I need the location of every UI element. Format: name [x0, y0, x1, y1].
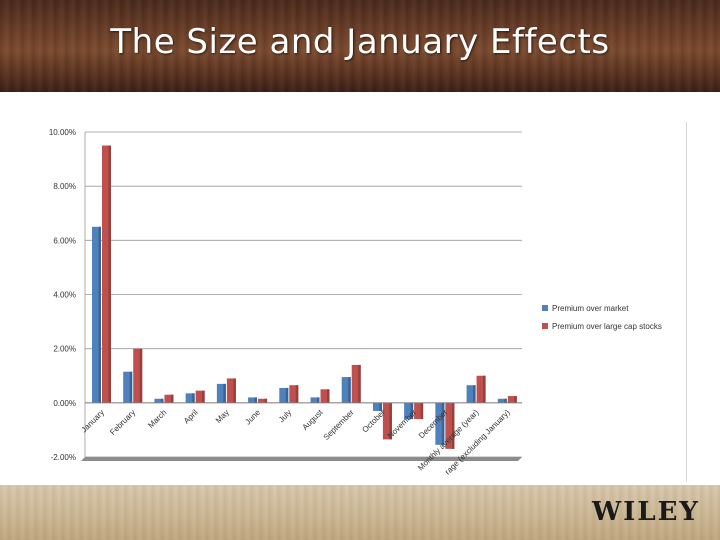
bar-shade	[514, 396, 517, 403]
bar-premium-large-cap	[382, 402, 392, 440]
bar-shade	[108, 145, 111, 403]
bar-shade	[223, 383, 226, 403]
bar-premium-market	[92, 226, 101, 403]
bar-premium-large-cap	[445, 402, 455, 449]
bar-premium-large-cap	[476, 375, 486, 403]
x-tick-label: July	[277, 408, 293, 424]
bar-premium-large-cap	[320, 389, 330, 403]
y-tick-label: 4.00%	[53, 291, 76, 300]
bar-shade	[358, 364, 361, 403]
bar-shade	[504, 398, 507, 403]
bar-shade	[264, 398, 268, 403]
legend-label: Premium over market	[552, 304, 629, 313]
bar-shade	[233, 378, 236, 403]
x-tick-label: February	[108, 408, 137, 437]
bar-premium-market	[404, 402, 414, 420]
bar-shade	[98, 226, 101, 403]
bar-premium-large-cap	[351, 364, 361, 403]
bar-premium-market	[435, 402, 445, 445]
chart-area: -2.00% 0.00% 2.00% 4.00% 6.00% 8.00% 10.00% Jan…	[36, 122, 687, 482]
y-tick-label: 10.00%	[49, 128, 76, 137]
x-tick-label: August	[301, 407, 326, 432]
chart-floor	[81, 457, 522, 461]
bar-premium-large-cap	[102, 145, 111, 403]
header-banner	[0, 0, 720, 92]
legend-swatch	[542, 305, 548, 311]
x-tick-label: May	[214, 408, 231, 425]
bar-shade	[389, 402, 392, 440]
footer-banner	[0, 485, 720, 540]
bar-chart: -2.00% 0.00% 2.00% 4.00% 6.00% 8.00% 10.00% Jan…	[49, 128, 662, 477]
x-tick-label: June	[243, 408, 262, 427]
bar-premium-large-cap	[289, 385, 299, 403]
y-tick-label: -2.00%	[51, 453, 76, 462]
bar-premium-market	[123, 371, 133, 403]
x-tick-label: March	[146, 408, 168, 430]
y-tick-label: 2.00%	[53, 345, 76, 354]
bar-shade	[451, 402, 455, 449]
bar-shade	[483, 375, 486, 403]
slide-title: The Size and January Effects	[110, 22, 610, 62]
bar-premium-large-cap	[195, 390, 205, 403]
bar-premium-large-cap	[164, 394, 174, 403]
bar-premium-large-cap	[258, 398, 268, 403]
legend-swatch	[542, 323, 548, 329]
bar-shade	[285, 387, 289, 403]
bar-shade	[473, 385, 476, 403]
bar-shade	[379, 402, 382, 411]
y-tick-label: 0.00%	[53, 399, 76, 408]
x-tick-label: April	[182, 408, 200, 426]
bar-shade	[254, 397, 258, 403]
bar-shade	[295, 385, 299, 403]
bar-premium-market	[372, 402, 382, 411]
bar-shade	[160, 398, 164, 403]
bar-premium-market	[185, 393, 195, 403]
bar-shade	[192, 393, 195, 403]
bar-premium-market	[154, 398, 164, 403]
bar-shade	[348, 377, 351, 403]
wiley-logo: WILEY	[591, 497, 700, 527]
bar-shade	[327, 389, 330, 403]
bar-premium-market	[279, 387, 289, 403]
x-tick-label: January	[80, 408, 106, 434]
bar-premium-large-cap	[414, 402, 424, 420]
bar-premium-market	[248, 397, 258, 403]
bar-shade	[441, 402, 445, 445]
bar-premium-market	[216, 383, 226, 403]
y-tick-label: 8.00%	[53, 182, 76, 191]
legend-label: Premium over large cap stocks	[552, 322, 662, 331]
y-tick-label: 6.00%	[53, 236, 76, 245]
x-tick-label: September	[322, 408, 356, 442]
bar-shade	[317, 397, 320, 403]
bar-premium-large-cap	[226, 378, 236, 403]
bar-shade	[170, 394, 174, 403]
bar-shade	[410, 402, 414, 420]
bar-premium-large-cap	[507, 396, 517, 403]
bar-premium-market	[466, 385, 476, 403]
bar-shade	[129, 371, 133, 403]
bar-premium-market	[497, 398, 507, 403]
bar-shade	[202, 390, 205, 403]
bar-shade	[139, 348, 143, 403]
bar-shade	[420, 402, 424, 420]
bar-premium-market	[310, 397, 320, 403]
bar-premium-market	[341, 377, 351, 403]
bar-premium-large-cap	[133, 348, 143, 403]
